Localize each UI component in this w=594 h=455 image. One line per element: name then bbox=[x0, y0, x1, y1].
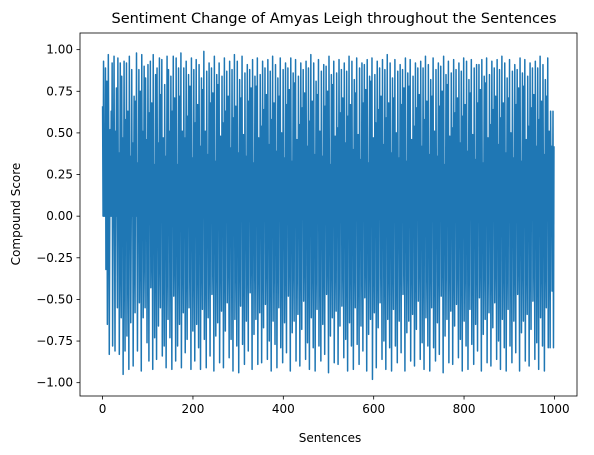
y-axis-label: Compound Score bbox=[9, 163, 23, 266]
x-tick-label: 200 bbox=[182, 402, 205, 416]
y-tick-label: 0.00 bbox=[46, 209, 73, 223]
x-tick-label: 600 bbox=[362, 402, 385, 416]
x-axis: 0 200 400 600 800 1000 bbox=[99, 396, 570, 416]
x-tick-label: 0 bbox=[99, 402, 107, 416]
series-line bbox=[101, 50, 555, 381]
x-tick-label: 1000 bbox=[539, 402, 570, 416]
y-tick-label: −1.00 bbox=[36, 376, 73, 390]
data-layer bbox=[101, 50, 555, 381]
y-tick-label: 0.50 bbox=[46, 126, 73, 140]
y-axis: −1.00 −0.75 −0.50 −0.25 0.00 0.25 0.50 0.75 1.00 bbox=[36, 43, 80, 390]
x-tick-label: 800 bbox=[453, 402, 476, 416]
y-tick-label: −0.75 bbox=[36, 334, 73, 348]
x-tick-label: 400 bbox=[272, 402, 295, 416]
plot-frame bbox=[79, 32, 578, 397]
chart-title: Sentiment Change of Amyas Leigh througho… bbox=[111, 11, 556, 27]
y-tick-label: −0.25 bbox=[36, 251, 73, 265]
y-tick-label: 0.75 bbox=[46, 84, 73, 98]
y-tick-label: −0.50 bbox=[36, 292, 73, 306]
y-tick-label: 0.25 bbox=[46, 168, 73, 182]
y-tick-label: 1.00 bbox=[46, 43, 73, 57]
x-axis-label: Sentences bbox=[299, 431, 362, 445]
